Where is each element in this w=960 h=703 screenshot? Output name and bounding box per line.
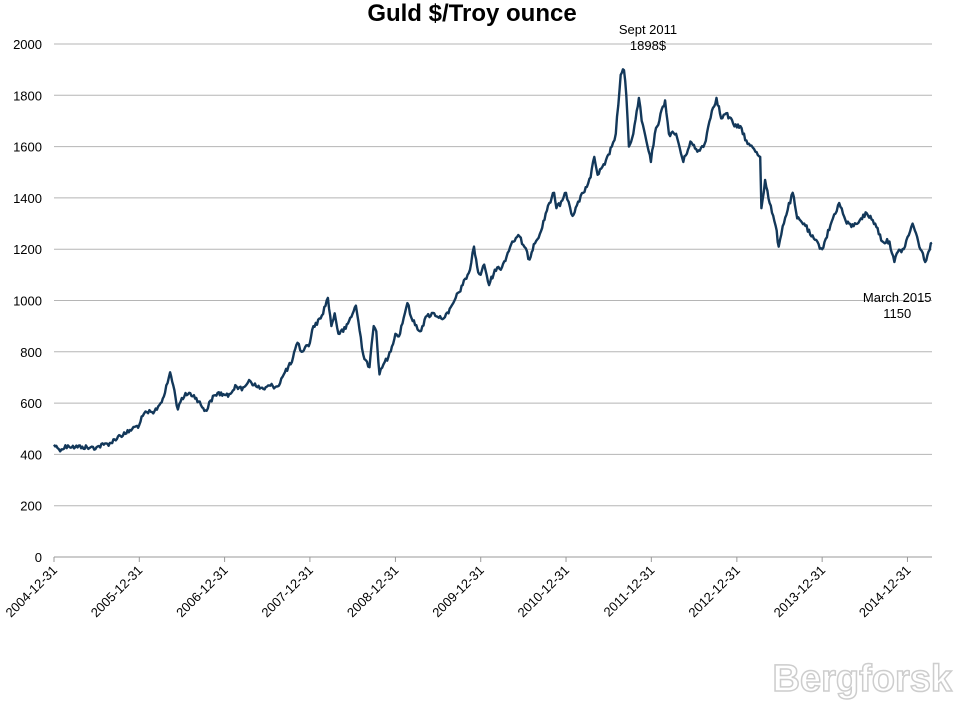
x-tick-label: 2005-12-31 [88, 563, 146, 621]
y-tick-label: 1600 [13, 140, 42, 155]
y-tick-label: 400 [20, 447, 42, 462]
x-tick-label: 2006-12-31 [173, 563, 231, 621]
y-tick-label: 600 [20, 396, 42, 411]
annotation-label: Sept 2011 [619, 22, 677, 37]
x-tick-label: 2007-12-31 [258, 563, 316, 621]
y-tick-label: 1200 [13, 242, 42, 257]
y-tick-label: 1400 [13, 191, 42, 206]
x-tick-label: 2009-12-31 [429, 563, 487, 621]
x-tick-label: 2008-12-31 [344, 563, 402, 621]
y-tick-label: 1000 [13, 294, 42, 309]
grid-lines [54, 43, 932, 558]
x-tick-label: 2014-12-31 [856, 563, 914, 621]
x-tick-label: 2004-12-31 [2, 563, 60, 621]
series-line-0 [53, 68, 933, 453]
y-axis: 0 200 400 600 800 1000 1200 1400 1600 1800 2000 [13, 37, 42, 565]
x-axis: 2004-12-31 2005-12-31 2006-12-31 2007-12-31… [2, 557, 914, 621]
y-tick-label: 2000 [13, 37, 42, 52]
annotation-label: 1898$ [630, 38, 667, 53]
x-tick-label: 2010-12-31 [515, 563, 573, 621]
chart-title: Guld $/Troy ounce [367, 0, 576, 27]
series-layer [53, 68, 933, 453]
y-tick-label: 800 [20, 345, 42, 360]
x-tick-label: 2011-12-31 [600, 563, 657, 620]
annotation-label: 1150 [883, 306, 911, 321]
watermark-logo: Bergforsk [773, 658, 953, 700]
x-tick-label: 2012-12-31 [685, 563, 743, 621]
annotation-label: March 2015 [863, 290, 932, 305]
y-tick-label: 200 [20, 499, 42, 514]
y-tick-label: 1800 [13, 88, 42, 103]
y-tick-label: 0 [35, 550, 42, 565]
x-tick-label: 2013-12-31 [771, 563, 829, 621]
